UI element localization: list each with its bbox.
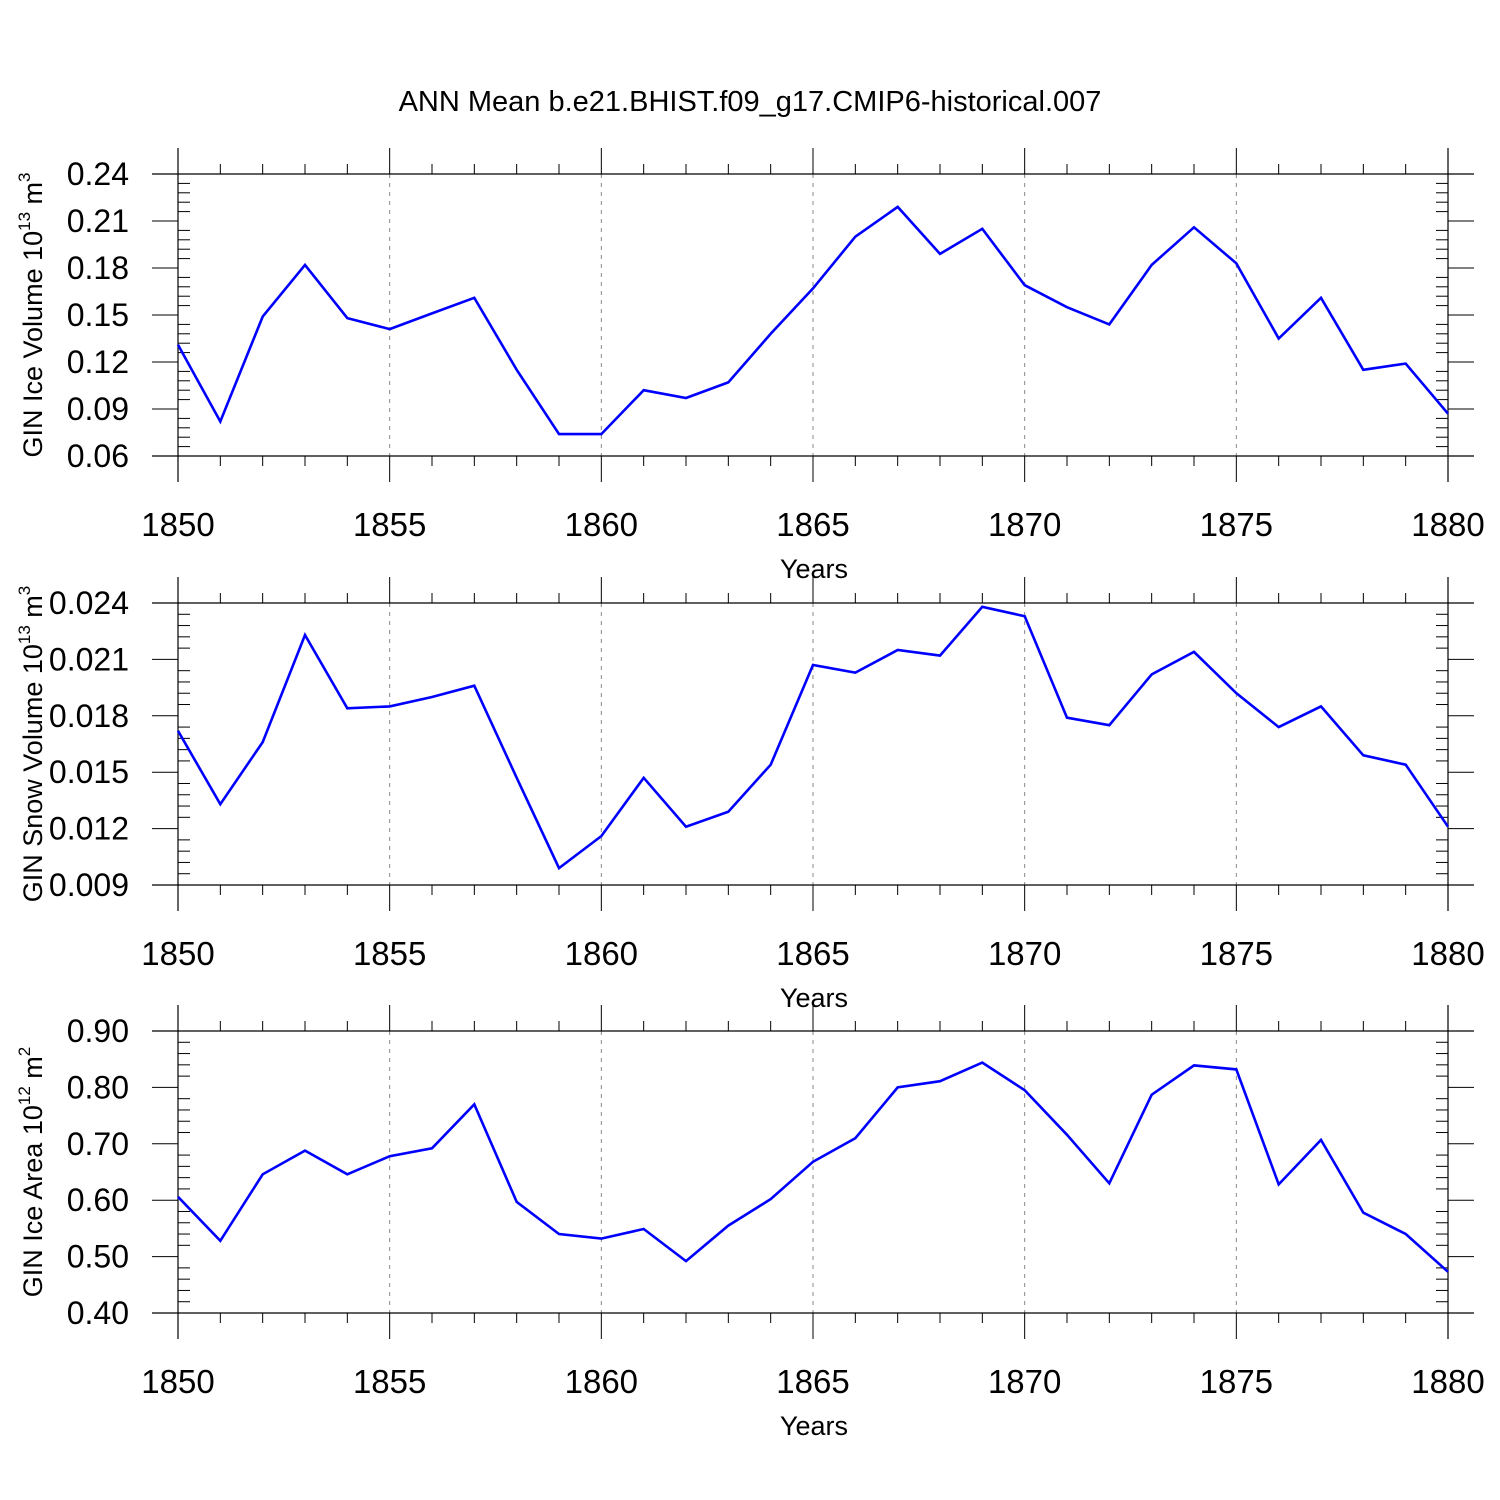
x-tick-label: 1865 bbox=[776, 1363, 849, 1400]
y-axis-label-unit: m bbox=[18, 595, 48, 625]
x-axis-label: Years bbox=[780, 1411, 848, 1441]
figure-title: ANN Mean b.e21.BHIST.f09_g17.CMIP6-histo… bbox=[399, 86, 1102, 118]
x-tick-label: 1880 bbox=[1411, 1363, 1484, 1400]
y-tick-label: 0.012 bbox=[49, 811, 129, 847]
panel-1: 0.06 0.09 0.12 0.15 0.18 0.21 0.24 1850 1855 1860… bbox=[15, 148, 1485, 584]
panel-3: 0.40 0.50 0.60 0.70 0.80 0.90 1850 1855 1860 1865… bbox=[15, 1005, 1485, 1441]
y-axis-label-exponent: 13 bbox=[15, 212, 34, 231]
x-tick-label: 1860 bbox=[565, 506, 638, 543]
x-tick-label: 1850 bbox=[141, 935, 214, 972]
y-tick-label: 0.018 bbox=[49, 698, 129, 734]
y-tick-label: 0.90 bbox=[67, 1013, 129, 1049]
y-tick-label: 0.18 bbox=[67, 250, 129, 286]
y-tick-label: 0.021 bbox=[49, 641, 129, 677]
y-axis-label-unit-exponent: 2 bbox=[15, 1047, 34, 1056]
x-tick-label: 1875 bbox=[1200, 506, 1273, 543]
y-tick-label: 0.80 bbox=[67, 1069, 129, 1105]
y-axis-label-unit: m bbox=[18, 1056, 48, 1086]
x-axis-label: Years bbox=[780, 983, 848, 1013]
y-axis-label-exponent: 13 bbox=[15, 625, 34, 644]
y-tick-label: 0.015 bbox=[49, 754, 129, 790]
y-tick-label: 0.024 bbox=[49, 585, 129, 621]
y-axis-label-text: GIN Snow Volume 10 bbox=[18, 644, 48, 902]
y-tick-label: 0.24 bbox=[67, 156, 129, 192]
y-tick-label: 0.40 bbox=[67, 1295, 129, 1331]
x-tick-label: 1875 bbox=[1200, 935, 1273, 972]
x-tick-label: 1865 bbox=[776, 506, 849, 543]
series-line bbox=[176, 205, 1449, 436]
y-tick-label: 0.21 bbox=[67, 203, 129, 239]
y-tick-label: 0.12 bbox=[67, 344, 129, 380]
y-axis-label: GIN Ice Volume 1013 m3 bbox=[15, 172, 48, 457]
y-tick-label: 0.06 bbox=[67, 438, 129, 474]
x-tick-label: 1865 bbox=[776, 935, 849, 972]
x-tick-label: 1870 bbox=[988, 1363, 1061, 1400]
y-tick-label: 0.15 bbox=[67, 297, 129, 333]
y-axis-label: GIN Snow Volume 1013 m3 bbox=[15, 586, 48, 903]
panels: 0.06 0.09 0.12 0.15 0.18 0.21 0.24 1850 1855 1860… bbox=[15, 148, 1485, 1441]
y-tick-label: 0.009 bbox=[49, 867, 129, 903]
panel-2: 0.009 0.012 0.015 0.018 0.021 0.024 1850 1855 18… bbox=[15, 577, 1485, 1013]
y-axis-label-unit: m bbox=[18, 182, 48, 212]
series-line bbox=[176, 605, 1450, 871]
series-line bbox=[177, 1061, 1449, 1273]
y-axis-label-exponent: 12 bbox=[15, 1086, 34, 1105]
y-axis-label-unit-exponent: 3 bbox=[15, 586, 34, 595]
x-tick-label: 1855 bbox=[353, 1363, 426, 1400]
y-tick-label: 0.70 bbox=[67, 1126, 129, 1162]
x-tick-label: 1860 bbox=[565, 1363, 638, 1400]
y-axis-label: GIN Ice Area 1012 m2 bbox=[15, 1047, 48, 1298]
y-axis-label-text: GIN Ice Volume 10 bbox=[18, 231, 48, 458]
y-tick-label: 0.60 bbox=[67, 1182, 129, 1218]
y-axis-label-unit-exponent: 3 bbox=[15, 172, 34, 181]
x-tick-label: 1860 bbox=[565, 935, 638, 972]
x-tick-label: 1855 bbox=[353, 506, 426, 543]
x-tick-label: 1880 bbox=[1411, 506, 1484, 543]
x-tick-label: 1875 bbox=[1200, 1363, 1273, 1400]
x-tick-label: 1880 bbox=[1411, 935, 1484, 972]
x-tick-label: 1870 bbox=[988, 935, 1061, 972]
y-axis-label-text: GIN Ice Area 10 bbox=[18, 1105, 48, 1297]
x-tick-label: 1850 bbox=[141, 1363, 214, 1400]
x-tick-label: 1850 bbox=[141, 506, 214, 543]
x-axis-label: Years bbox=[780, 554, 848, 584]
y-tick-label: 0.09 bbox=[67, 391, 129, 427]
x-tick-label: 1855 bbox=[353, 935, 426, 972]
y-tick-label: 0.50 bbox=[67, 1239, 129, 1275]
x-tick-label: 1870 bbox=[988, 506, 1061, 543]
